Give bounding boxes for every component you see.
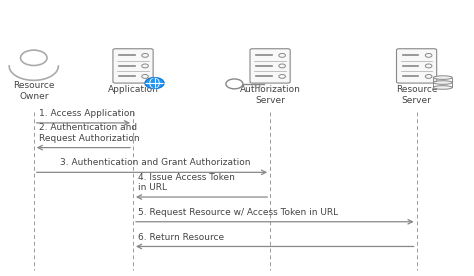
Ellipse shape: [433, 86, 452, 89]
Text: 3. Authentication and Grant Authorization: 3. Authentication and Grant Authorizatio…: [60, 158, 250, 167]
Text: 4. Issue Access Token
in URL: 4. Issue Access Token in URL: [138, 173, 235, 192]
FancyBboxPatch shape: [113, 49, 153, 83]
FancyBboxPatch shape: [397, 49, 437, 83]
Text: 1. Access Application: 1. Access Application: [38, 109, 135, 118]
Text: 5. Request Resource w/ Access Token in URL: 5. Request Resource w/ Access Token in U…: [138, 208, 338, 217]
Ellipse shape: [433, 81, 452, 84]
Text: 6. Return Resource: 6. Return Resource: [138, 232, 224, 242]
Text: Authorization
Server: Authorization Server: [240, 85, 301, 105]
Text: 2. Authentication and
Request Authorization: 2. Authentication and Request Authorizat…: [38, 123, 139, 143]
FancyBboxPatch shape: [250, 49, 290, 83]
Ellipse shape: [433, 76, 452, 79]
Circle shape: [145, 78, 164, 89]
Text: Resource
Owner: Resource Owner: [13, 81, 55, 101]
Text: Resource
Server: Resource Server: [396, 85, 438, 105]
Text: Application: Application: [108, 85, 158, 94]
